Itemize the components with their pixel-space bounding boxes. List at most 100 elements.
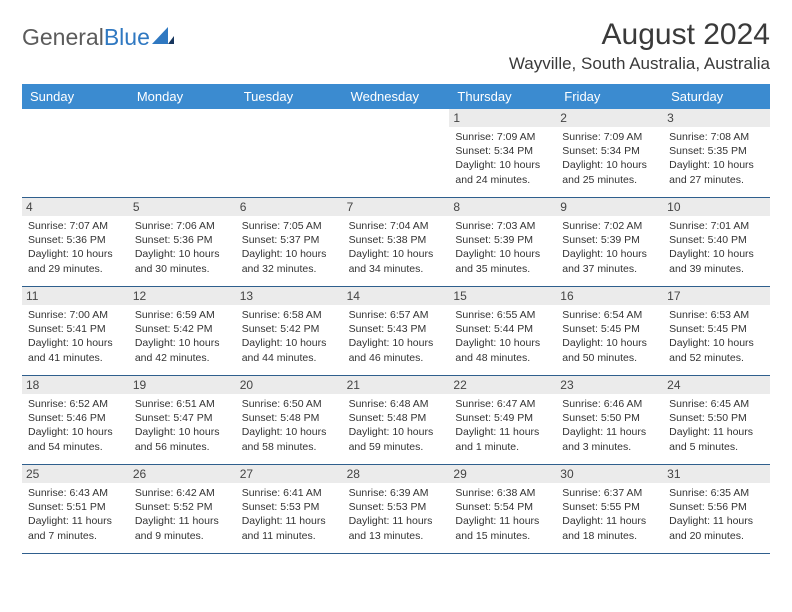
daylight-line: Daylight: 10 hours and 37 minutes.	[562, 247, 657, 275]
day-number: 16	[556, 287, 663, 305]
weekday-label: Wednesday	[343, 84, 450, 109]
sunset-line: Sunset: 5:53 PM	[242, 500, 337, 514]
calendar-cell: .	[236, 109, 343, 197]
calendar-cell: 3Sunrise: 7:08 AMSunset: 5:35 PMDaylight…	[663, 109, 770, 197]
calendar-cell: 17Sunrise: 6:53 AMSunset: 5:45 PMDayligh…	[663, 287, 770, 375]
calendar-cell: 7 Sunrise: 7:04 AMSunset: 5:38 PMDaylight…	[343, 198, 450, 286]
sunrise-line: Sunrise: 7:02 AM	[562, 219, 657, 233]
sunrise-line: Sunrise: 7:01 AM	[669, 219, 764, 233]
daylight-line: Daylight: 11 hours and 11 minutes.	[242, 514, 337, 542]
calendar-cell: 21Sunrise: 6:48 AMSunset: 5:48 PMDayligh…	[343, 376, 450, 464]
sunset-line: Sunset: 5:38 PM	[349, 233, 444, 247]
day-info: Sunrise: 7:02 AMSunset: 5:39 PMDaylight:…	[562, 219, 657, 276]
sunrise-line: Sunrise: 6:50 AM	[242, 397, 337, 411]
day-number: 30	[556, 465, 663, 483]
day-info: Sunrise: 7:01 AMSunset: 5:40 PMDaylight:…	[669, 219, 764, 276]
daylight-line: Daylight: 10 hours and 48 minutes.	[455, 336, 550, 364]
sunset-line: Sunset: 5:39 PM	[455, 233, 550, 247]
day-number: 18	[22, 376, 129, 394]
calendar-cell: 24Sunrise: 6:45 AMSunset: 5:50 PMDayligh…	[663, 376, 770, 464]
day-number: 28	[343, 465, 450, 483]
day-info: Sunrise: 6:45 AMSunset: 5:50 PMDaylight:…	[669, 397, 764, 454]
calendar-cell: 27Sunrise: 6:41 AMSunset: 5:53 PMDayligh…	[236, 465, 343, 553]
calendar-cell: 31Sunrise: 6:35 AMSunset: 5:56 PMDayligh…	[663, 465, 770, 553]
calendar-cell: 4Sunrise: 7:07 AMSunset: 5:36 PMDaylight…	[22, 198, 129, 286]
sunset-line: Sunset: 5:44 PM	[455, 322, 550, 336]
sunrise-line: Sunrise: 6:48 AM	[349, 397, 444, 411]
day-info: Sunrise: 6:37 AMSunset: 5:55 PMDaylight:…	[562, 486, 657, 543]
daylight-line: Daylight: 11 hours and 5 minutes.	[669, 425, 764, 453]
day-number: 23	[556, 376, 663, 394]
weekday-label: Monday	[129, 84, 236, 109]
sunrise-line: Sunrise: 6:55 AM	[455, 308, 550, 322]
day-info: Sunrise: 7:09 AMSunset: 5:34 PMDaylight:…	[562, 130, 657, 187]
daylight-line: Daylight: 11 hours and 9 minutes.	[135, 514, 230, 542]
day-info: Sunrise: 7:09 AMSunset: 5:34 PMDaylight:…	[455, 130, 550, 187]
day-number: 8	[449, 198, 556, 216]
daylight-line: Daylight: 10 hours and 25 minutes.	[562, 158, 657, 186]
calendar-cell: 6Sunrise: 7:05 AMSunset: 5:37 PMDaylight…	[236, 198, 343, 286]
sunset-line: Sunset: 5:49 PM	[455, 411, 550, 425]
sunrise-line: Sunrise: 6:43 AM	[28, 486, 123, 500]
sunrise-line: Sunrise: 6:58 AM	[242, 308, 337, 322]
calendar-cell: 25Sunrise: 6:43 AMSunset: 5:51 PMDayligh…	[22, 465, 129, 553]
calendar-week: 18Sunrise: 6:52 AMSunset: 5:46 PMDayligh…	[22, 376, 770, 465]
sunset-line: Sunset: 5:56 PM	[669, 500, 764, 514]
day-info: Sunrise: 6:54 AMSunset: 5:45 PMDaylight:…	[562, 308, 657, 365]
weekday-header: SundayMondayTuesdayWednesdayThursdayFrid…	[22, 84, 770, 109]
calendar-cell: 9Sunrise: 7:02 AMSunset: 5:39 PMDaylight…	[556, 198, 663, 286]
daylight-line: Daylight: 10 hours and 42 minutes.	[135, 336, 230, 364]
daylight-line: Daylight: 10 hours and 56 minutes.	[135, 425, 230, 453]
day-number: 20	[236, 376, 343, 394]
day-info: Sunrise: 7:05 AMSunset: 5:37 PMDaylight:…	[242, 219, 337, 276]
sunset-line: Sunset: 5:53 PM	[349, 500, 444, 514]
day-number: 7	[343, 198, 450, 216]
day-number: 22	[449, 376, 556, 394]
sunset-line: Sunset: 5:46 PM	[28, 411, 123, 425]
daylight-line: Daylight: 11 hours and 13 minutes.	[349, 514, 444, 542]
day-info: Sunrise: 6:55 AMSunset: 5:44 PMDaylight:…	[455, 308, 550, 365]
day-number: 4	[22, 198, 129, 216]
calendar-cell: 30 Sunrise: 6:37 AMSunset: 5:55 PMDayligh…	[556, 465, 663, 553]
calendar-week: 11Sunrise: 7:00 AMSunset: 5:41 PMDayligh…	[22, 287, 770, 376]
sunrise-line: Sunrise: 6:39 AM	[349, 486, 444, 500]
sunrise-line: Sunrise: 7:00 AM	[28, 308, 123, 322]
sunrise-line: Sunrise: 7:05 AM	[242, 219, 337, 233]
sunrise-line: Sunrise: 6:38 AM	[455, 486, 550, 500]
sunset-line: Sunset: 5:41 PM	[28, 322, 123, 336]
daylight-line: Daylight: 10 hours and 29 minutes.	[28, 247, 123, 275]
daylight-line: Daylight: 10 hours and 34 minutes.	[349, 247, 444, 275]
calendar-cell: 19Sunrise: 6:51 AMSunset: 5:47 PMDayligh…	[129, 376, 236, 464]
sunrise-line: Sunrise: 6:42 AM	[135, 486, 230, 500]
day-number: 12	[129, 287, 236, 305]
calendar-cell: 1Sunrise: 7:09 AMSunset: 5:34 PMDaylight…	[449, 109, 556, 197]
sunrise-line: Sunrise: 7:07 AM	[28, 219, 123, 233]
day-info: Sunrise: 6:43 AMSunset: 5:51 PMDaylight:…	[28, 486, 123, 543]
title-block: August 2024 Wayville, South Australia, A…	[509, 18, 770, 74]
day-info: Sunrise: 6:53 AMSunset: 5:45 PMDaylight:…	[669, 308, 764, 365]
day-info: Sunrise: 6:41 AMSunset: 5:53 PMDaylight:…	[242, 486, 337, 543]
day-number: 29	[449, 465, 556, 483]
calendar-cell: 10Sunrise: 7:01 AMSunset: 5:40 PMDayligh…	[663, 198, 770, 286]
day-info: Sunrise: 7:04 AMSunset: 5:38 PMDaylight:…	[349, 219, 444, 276]
sunrise-line: Sunrise: 7:03 AM	[455, 219, 550, 233]
day-info: Sunrise: 6:50 AMSunset: 5:48 PMDaylight:…	[242, 397, 337, 454]
sunset-line: Sunset: 5:52 PM	[135, 500, 230, 514]
day-info: Sunrise: 6:51 AMSunset: 5:47 PMDaylight:…	[135, 397, 230, 454]
calendar-cell: 12Sunrise: 6:59 AMSunset: 5:42 PMDayligh…	[129, 287, 236, 375]
calendar-cell: 18Sunrise: 6:52 AMSunset: 5:46 PMDayligh…	[22, 376, 129, 464]
calendar-cell: 29 Sunrise: 6:38 AMSunset: 5:54 PMDayligh…	[449, 465, 556, 553]
weekday-label: Thursday	[449, 84, 556, 109]
calendar-cell: 22Sunrise: 6:47 AMSunset: 5:49 PMDayligh…	[449, 376, 556, 464]
day-info: Sunrise: 7:00 AMSunset: 5:41 PMDaylight:…	[28, 308, 123, 365]
calendar-cell: 14Sunrise: 6:57 AMSunset: 5:43 PMDayligh…	[343, 287, 450, 375]
sunrise-line: Sunrise: 6:54 AM	[562, 308, 657, 322]
sunset-line: Sunset: 5:54 PM	[455, 500, 550, 514]
daylight-line: Daylight: 11 hours and 15 minutes.	[455, 514, 550, 542]
calendar-week: 4Sunrise: 7:07 AMSunset: 5:36 PMDaylight…	[22, 198, 770, 287]
daylight-line: Daylight: 10 hours and 58 minutes.	[242, 425, 337, 453]
sunrise-line: Sunrise: 7:09 AM	[562, 130, 657, 144]
brand-logo: GeneralBlue	[22, 18, 174, 51]
daylight-line: Daylight: 11 hours and 18 minutes.	[562, 514, 657, 542]
sunset-line: Sunset: 5:45 PM	[669, 322, 764, 336]
